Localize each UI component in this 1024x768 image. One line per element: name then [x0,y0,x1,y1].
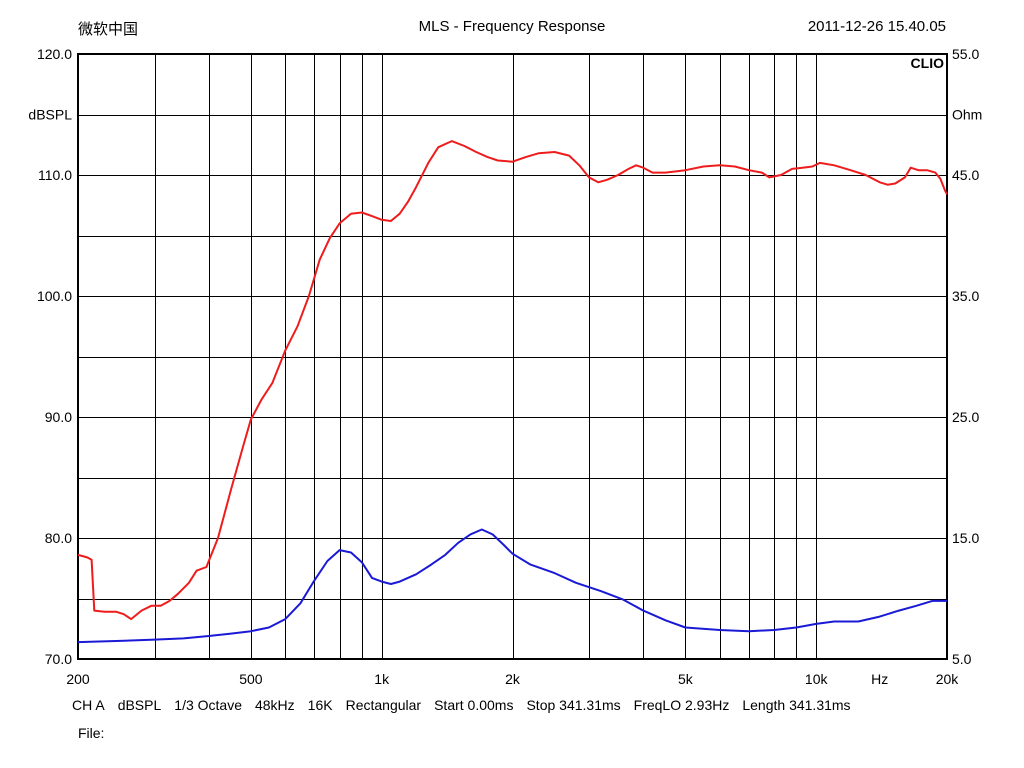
setting-item: Length 341.31ms [742,697,851,713]
x-tick-label: 20k [936,671,960,687]
setting-item: FreqLO 2.93Hz [633,697,730,713]
x-tick-label: 1k [374,671,390,687]
left-tick-label: 90.0 [45,409,72,425]
left-tick-label: 80.0 [45,530,72,546]
setting-item: Stop 341.31ms [526,697,621,713]
impedance-line [77,528,947,644]
measurement-settings: CH A dBSPL 1/3 Octave 48kHz 16K Rectangular St… [72,697,851,713]
clio-brand-label: CLIO [911,55,945,71]
x-tick-label: 5k [678,671,694,687]
spl-response-line [77,140,948,621]
right-tick-label: 25.0 [952,409,979,425]
setting-item: CH A [72,697,105,713]
right-tick-label: 5.0 [952,651,972,667]
x-tick-label: 10k [805,671,829,687]
right-axis-label: Ohm [952,107,982,123]
left-tick-label: 100.0 [37,288,72,304]
setting-item: 48kHz [254,697,295,713]
left-tick-label: 70.0 [45,651,72,667]
app-name: 微软中国 [78,21,139,38]
timestamp: 2011-12-26 15.40.05 [807,18,946,35]
x-axis-unit: Hz [871,671,888,687]
file-label: File: [78,725,105,741]
x-tick-label: 200 [66,671,90,687]
setting-item: Start 0.00ms [434,697,514,713]
setting-item: 16K [307,697,333,713]
right-tick-label: 35.0 [952,288,979,304]
setting-item: 1/3 Octave [174,697,242,713]
plot-frame [77,53,948,660]
right-tick-label: 55.0 [952,46,979,62]
right-tick-label: 15.0 [952,530,979,546]
left-axis-label: dBSPL [28,107,72,123]
setting-item: Rectangular [345,697,422,713]
x-tick-label: 500 [239,671,263,687]
setting-item: dBSPL [117,697,162,713]
left-tick-label: 110.0 [38,167,72,183]
chart-title: MLS - Frequency Response [418,18,606,35]
left-tick-label: 120.0 [37,46,72,62]
right-tick-label: 45.0 [952,167,979,183]
x-tick-label: 2k [505,671,521,687]
